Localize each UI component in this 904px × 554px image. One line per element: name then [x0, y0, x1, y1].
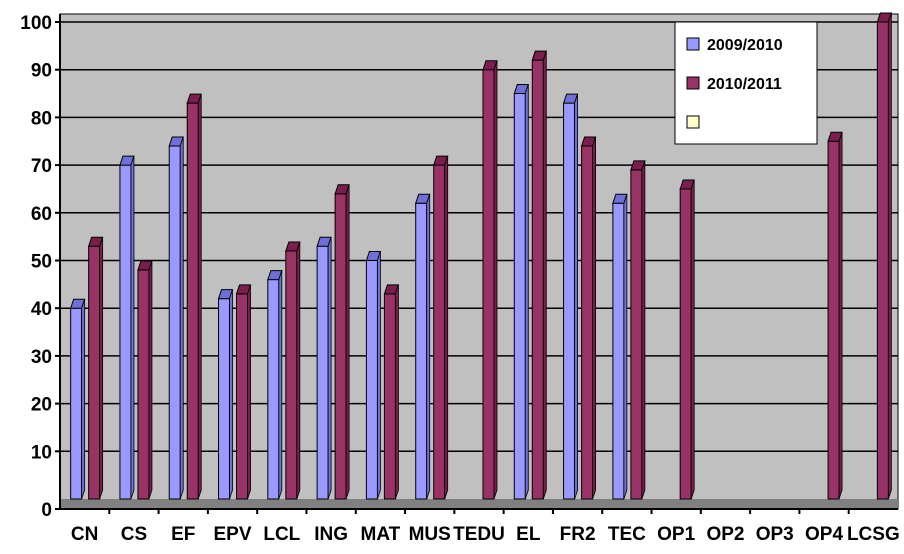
- y-tick-label: 100: [20, 13, 52, 34]
- legend: 2009/2010 2010/2011: [674, 21, 818, 145]
- bar-OP1-2010/2011: [679, 179, 695, 500]
- x-tick-label-FR2: FR2: [560, 524, 596, 545]
- x-tick-label-CN: CN: [71, 524, 98, 545]
- y-tick-label: 0: [41, 500, 52, 521]
- bar-MUS-2010/2011: [433, 155, 449, 500]
- x-tick-label-MAT: MAT: [361, 524, 401, 545]
- x-tick-label-ING: ING: [314, 524, 348, 545]
- y-tick-label: 10: [31, 442, 52, 463]
- x-tick-label-LCSG: LCSG: [847, 524, 900, 545]
- x-tick-label-CS: CS: [121, 524, 147, 545]
- bar-EPV-2009/2010: [217, 289, 234, 500]
- x-tick-label-OP2: OP2: [706, 524, 744, 545]
- bar-LCL-2009/2010: [267, 270, 283, 500]
- bar-EPV-2010/2011: [235, 284, 252, 500]
- y-tick-label: 50: [31, 252, 52, 273]
- y-tick-label: 80: [31, 108, 52, 129]
- y-tick-label: 70: [31, 156, 52, 177]
- legend-item-empty: [686, 115, 700, 129]
- legend-swatch: [686, 115, 700, 129]
- x-tick-label-MUS: MUS: [409, 524, 451, 545]
- bar-FR2-2010/2011: [580, 136, 597, 500]
- x-tick-label-LCL: LCL: [263, 524, 300, 545]
- legend-swatch: [686, 76, 700, 90]
- bar-CS-2009/2010: [119, 155, 135, 500]
- bar-MAT-2010/2011: [383, 284, 400, 500]
- y-tick-label: 60: [31, 204, 52, 225]
- bar-CS-2010/2011: [137, 260, 153, 500]
- x-tick-label-EL: EL: [516, 524, 541, 545]
- x-tick-label-EF: EF: [171, 524, 195, 545]
- bar-EL-2009/2010: [513, 84, 529, 500]
- x-tick-label-TEDU: TEDU: [453, 524, 505, 545]
- y-tick-labels: 0 10 20 30 40 50 60 70 80 90 100: [20, 13, 60, 521]
- y-tick-label: 20: [31, 395, 52, 416]
- legend-label: 2010/2011: [707, 76, 782, 93]
- legend-item-2010/2011: 2010/2011: [686, 76, 782, 93]
- x-tick-label-OP1: OP1: [657, 524, 695, 545]
- bar-LCSG-2010/2011: [876, 12, 893, 500]
- x-tick-label-OP4: OP4: [805, 524, 843, 545]
- plot-floor: [60, 499, 898, 509]
- bar-CN-2010/2011: [87, 236, 104, 500]
- y-tick-label: 30: [31, 347, 52, 368]
- bar-ING-2010/2011: [334, 184, 350, 500]
- bar-EF-2009/2010: [168, 136, 184, 500]
- legend-swatch: [686, 37, 700, 51]
- bar-EF-2010/2011: [186, 93, 202, 500]
- bar-LCL-2010/2011: [285, 241, 301, 500]
- bar-EL-2010/2011: [531, 50, 547, 500]
- bar-MUS-2009/2010: [415, 193, 431, 500]
- bar-CN-2009/2010: [69, 298, 86, 500]
- x-tick-label-TEC: TEC: [608, 524, 646, 545]
- y-tick-label: 40: [31, 299, 52, 320]
- legend-label: 2009/2010: [707, 37, 783, 54]
- y-tick-label: 90: [31, 61, 52, 82]
- bar-TEDU-2010/2011: [482, 60, 498, 500]
- bar-FR2-2009/2010: [562, 93, 579, 500]
- bar-ING-2009/2010: [316, 236, 332, 500]
- bar-MAT-2009/2010: [365, 251, 382, 500]
- x-tick-label-EPV: EPV: [214, 524, 252, 545]
- x-tick-labels: CN CS EF EPV LCL ING MAT MUS TEDU EL FR2 TEC OP1 OP2 O…: [71, 509, 900, 545]
- x-tick-label-OP3: OP3: [756, 524, 794, 545]
- bar-OP4-2010/2011: [827, 131, 843, 500]
- bar-TEC-2009/2010: [612, 193, 628, 500]
- legend-item-2009/2010: 2009/2010: [686, 37, 783, 54]
- bars: [69, 12, 893, 500]
- bar-TEC-2010/2011: [630, 160, 646, 500]
